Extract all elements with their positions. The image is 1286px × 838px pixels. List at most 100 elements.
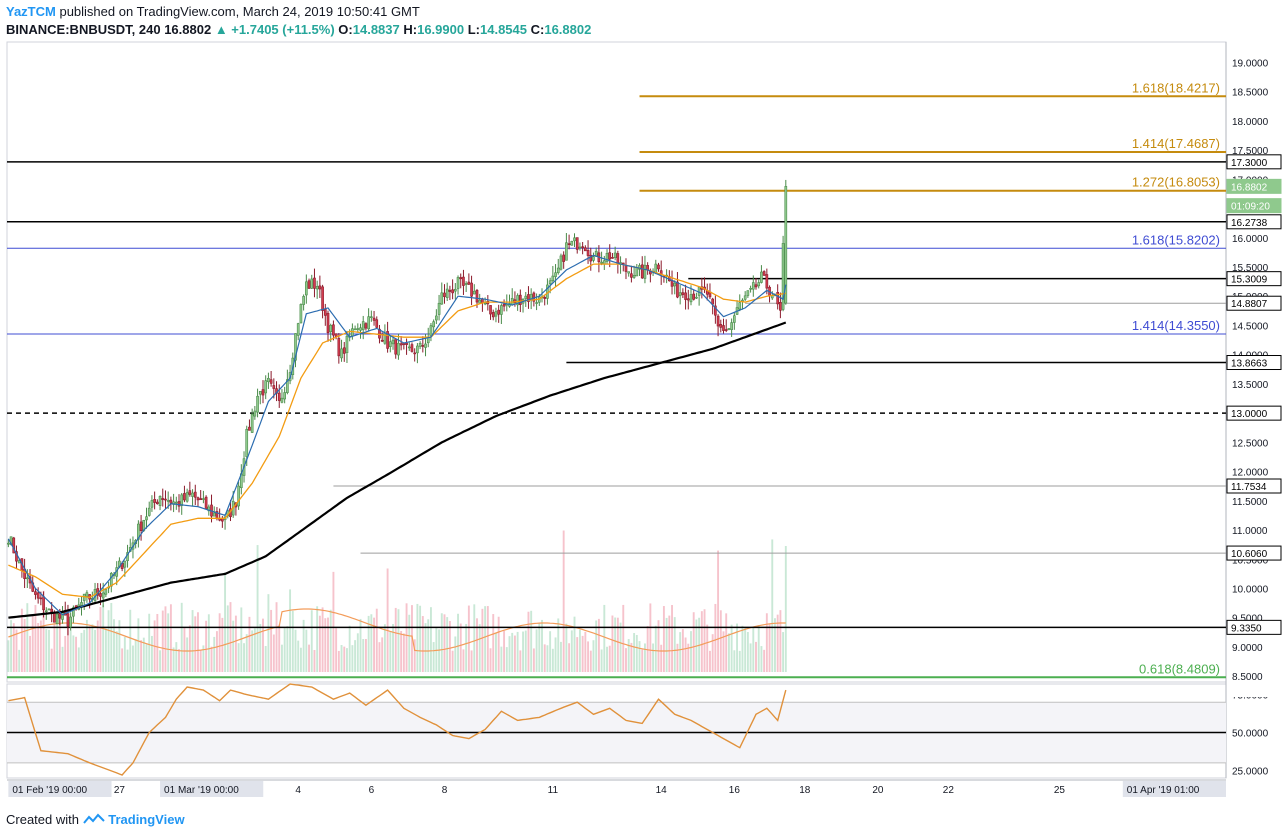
candle-body [519,294,522,305]
volume-bar [354,640,357,672]
volume-bar [272,634,275,672]
candle-body [695,296,698,299]
candle-body [627,271,631,274]
fib-label: 1.414(14.3550) [1132,318,1220,333]
volume-bar [673,617,676,672]
volume-bar [310,610,313,672]
volume-bar [454,636,457,672]
volume-bar [535,629,538,672]
candle-body [342,347,346,354]
candle-body [340,348,343,359]
candle-body [584,247,587,252]
candle-body [781,243,785,310]
volume-bar [34,605,37,672]
candle-body [535,302,538,304]
volume-bar [232,620,235,672]
candle-body [269,379,273,384]
volume-bar [215,631,218,672]
volume-bar [313,649,316,672]
candle-body [147,507,151,516]
candle-body [25,577,29,580]
candle-body [359,327,362,331]
candle-body [394,338,398,355]
candle-body [635,267,639,277]
volume-bar [416,603,419,672]
candle-body [264,380,268,394]
volume-bar [546,645,549,672]
volume-bar [335,628,338,672]
volume-bar [156,613,159,672]
volume-bar [50,648,53,672]
volume-bar [259,623,262,672]
candle-body [630,273,633,278]
candle-body [123,560,127,568]
time-tick-label: 8 [442,785,448,796]
price-tag-box [1226,214,1282,230]
author-link[interactable]: YazTCM [6,4,56,19]
candle-body [361,321,365,331]
candle-body [573,237,576,242]
candle-body [36,592,40,599]
volume-bar [85,619,88,672]
volume-bar [172,647,175,672]
candle-body [378,328,381,339]
volume-bar [264,645,267,672]
price-change: ▲ +1.7405 (+11.5%) [214,22,335,37]
time-tick: 14 [656,785,668,796]
candle-body [204,496,208,510]
candle-body [757,282,761,287]
candle-body [248,426,251,431]
time-tick-label: 14 [656,785,668,796]
time-tick-label: 6 [369,785,375,796]
candle-body [17,560,21,564]
moving-averages [7,254,787,619]
volume-bar [248,616,251,672]
volume-bar [443,614,446,672]
low-value: 14.8545 [480,22,527,37]
price-tick-label: 11.5000 [1232,497,1268,508]
candle-body [424,343,427,348]
candle-body [294,333,297,361]
price-tag-label: 10.6060 [1231,549,1268,560]
candle-body [611,257,614,259]
candle-body [643,264,647,279]
volume-bar [473,604,476,672]
time-tick: 25 [1054,785,1066,796]
volume-bar [53,623,56,672]
volume-bar [10,620,13,672]
candle-body [66,613,70,627]
tradingview-logo-icon [82,812,109,827]
candle-body [754,284,758,288]
volume-bar [733,650,736,672]
volume-bar [429,607,432,672]
candle-body [779,302,782,311]
volume-bar [294,629,297,672]
volume-bar [126,649,129,672]
tradingview-brand[interactable]: TradingView [108,812,185,827]
volume-bar [481,608,484,672]
candle-body [432,321,435,328]
candle-body [616,253,620,265]
candle-body [399,343,403,346]
volume-bar [224,572,227,672]
volume-bar [340,645,343,672]
time-tag-box [1122,781,1226,797]
candle-body [356,328,360,330]
volume-bar [251,630,254,672]
candle-body [280,397,284,403]
volume-bar [619,622,622,672]
candle-body [459,277,463,280]
volume-bar [346,648,348,672]
candle-body [321,286,324,311]
symbol-label[interactable]: BINANCE:BNBUSDT, 240 [6,22,161,37]
fib-label: 1.272(16.8053) [1132,175,1220,190]
volume-bar [318,615,321,672]
candle-body [502,303,506,307]
candle-body [624,264,628,272]
candle-body [169,499,173,504]
volume-bar [191,610,194,672]
volume-bar [69,630,72,672]
candle-body [681,292,685,295]
candle-body [137,523,140,540]
